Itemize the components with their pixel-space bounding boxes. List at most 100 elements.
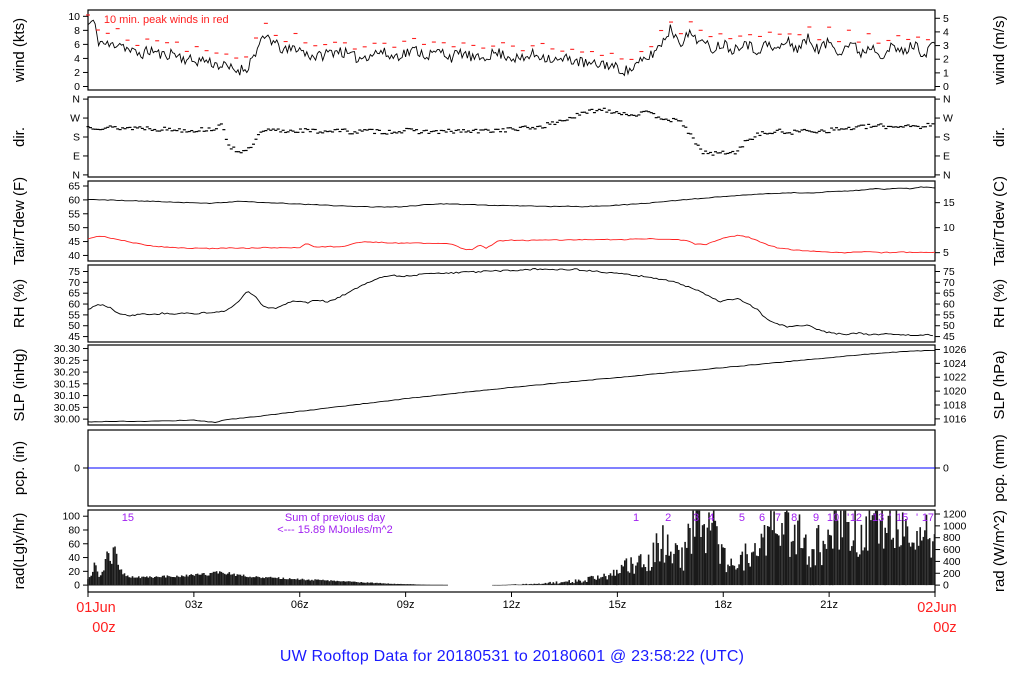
rad-bar <box>236 574 239 586</box>
rad-bar <box>384 583 386 586</box>
rad-bar <box>665 554 667 586</box>
rh-line <box>87 268 933 337</box>
ytick-label-right: 200 <box>943 568 961 580</box>
rad-bar <box>331 580 334 586</box>
rad-bar <box>279 579 281 586</box>
rad-bar <box>543 583 545 586</box>
ytick-label-right: 75 <box>943 266 955 278</box>
rad-bar <box>517 584 520 586</box>
rad-bar <box>854 510 856 586</box>
rad-bar <box>901 512 904 586</box>
rad-bar <box>714 520 717 586</box>
rad-bar <box>193 575 196 586</box>
rad-bar <box>314 579 316 586</box>
axis-label-left-temp: Tair/Tdew (F) <box>11 177 28 265</box>
rad-bar <box>381 583 383 586</box>
ytick-label-right: 1200 <box>943 508 967 520</box>
ytick-label-right: 60 <box>943 299 955 311</box>
rad-bar <box>786 510 788 586</box>
ytick-label-left: 6 <box>74 39 80 51</box>
rad-bar <box>266 577 269 586</box>
ytick-label-left: 30.20 <box>54 367 80 379</box>
annotation: Sum of previous day <box>285 512 386 524</box>
rad-bar <box>547 582 550 586</box>
rad-bar <box>687 523 690 586</box>
rad-bar <box>346 581 348 586</box>
rad-bar <box>307 579 310 586</box>
rad-bar <box>225 574 227 586</box>
rad-bar <box>646 571 648 586</box>
rad-bar <box>157 576 159 586</box>
rad-bar <box>195 574 197 586</box>
rad-bar <box>684 541 686 586</box>
rad-bar <box>255 576 258 586</box>
rad-bar <box>501 584 504 586</box>
rad-bar <box>354 581 356 586</box>
rad-bar <box>666 534 669 586</box>
rad-bar <box>916 531 918 586</box>
rad-bar <box>519 584 521 586</box>
rad-bar <box>759 548 761 586</box>
rad-bar <box>125 576 127 586</box>
rad-bar <box>298 579 300 586</box>
rad-bar <box>398 584 401 586</box>
rad-bar <box>655 533 658 586</box>
rad-bar <box>749 566 751 586</box>
ytick-label-left: 65 <box>68 288 80 300</box>
rad-bar <box>835 510 837 586</box>
rad-bar <box>719 563 721 586</box>
rad-bar <box>150 577 153 586</box>
rad-bar <box>897 529 899 586</box>
rad-bar <box>636 562 639 586</box>
rad-bar <box>241 576 243 586</box>
rad-bar <box>597 575 599 586</box>
ytick-label-left: S <box>73 132 80 144</box>
rad-bar <box>570 583 572 586</box>
panel-border-wind <box>87 9 936 91</box>
rad-bar <box>738 564 740 586</box>
rad-bar <box>881 510 883 586</box>
rad-bar <box>295 579 297 586</box>
rad-bar <box>254 577 256 586</box>
rad-bar <box>781 523 783 586</box>
rad-bar <box>539 584 542 586</box>
rad-bar <box>760 533 763 586</box>
rad-bar <box>584 580 586 586</box>
rad-bar <box>587 576 590 586</box>
rad-bar <box>705 553 707 586</box>
rad-bar <box>99 575 102 586</box>
rad-bar <box>600 577 602 586</box>
rad-bar <box>238 574 240 586</box>
rad-bar <box>693 536 696 586</box>
x-axis: 03z 06z 09z 12z 15z 18z 21z 01Jun 00z 02Jun 00z <box>76 592 957 636</box>
rad-bar <box>579 580 582 586</box>
ytick-label-right: 5 <box>943 13 949 25</box>
rad-bar <box>107 553 110 586</box>
annotation: <--- 15.89 MJoules/m^2 <box>277 524 393 536</box>
ytick-label-left: N <box>72 169 80 181</box>
annotation: 5 <box>739 512 745 524</box>
rad-bar <box>163 575 165 586</box>
rad-bar <box>511 584 513 586</box>
rad-bar <box>408 584 410 586</box>
annotation: 10 min. peak winds in red <box>104 14 229 26</box>
ytick-label-left: 30.00 <box>54 414 80 426</box>
rad-bar <box>871 515 874 586</box>
rad-bar <box>894 548 896 586</box>
rad-bar <box>695 510 698 586</box>
rad-bar <box>257 576 259 586</box>
rad-bar <box>732 565 734 586</box>
rad-bar <box>870 520 872 586</box>
rad-bar <box>330 580 332 586</box>
rad-bar <box>774 533 777 586</box>
rad-bar <box>838 549 840 586</box>
rad-bar <box>293 579 296 586</box>
annotation: 10 <box>827 512 839 524</box>
rad-bar <box>700 537 702 586</box>
xtick-label: 03z <box>185 599 203 611</box>
ytick-label-left: N <box>72 94 80 106</box>
axis-label-left-dir: dir. <box>11 127 28 147</box>
rad-bar <box>598 578 601 586</box>
xtick-label: 21z <box>820 599 838 611</box>
rad-bar <box>514 584 516 586</box>
